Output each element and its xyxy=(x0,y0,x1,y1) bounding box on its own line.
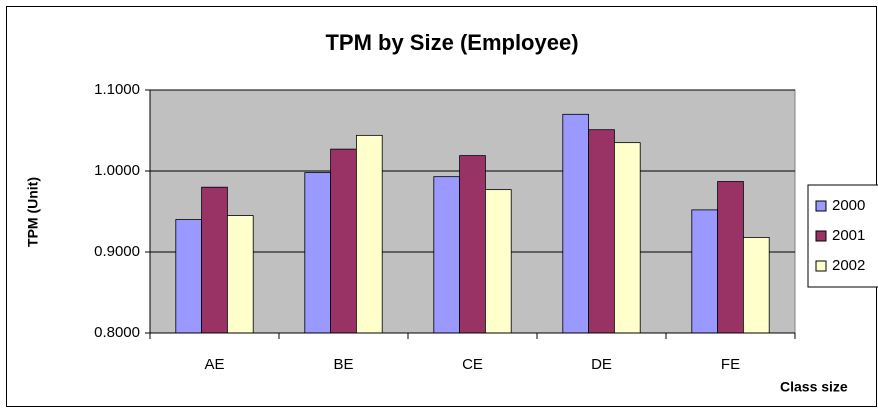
x-tick-label: BE xyxy=(333,356,353,373)
x-tick-label: DE xyxy=(591,356,612,373)
bar xyxy=(433,176,460,334)
bar xyxy=(330,148,357,334)
bar xyxy=(459,155,486,334)
bar xyxy=(304,172,331,334)
bar xyxy=(355,134,383,334)
y-tick-label: 1.0000 xyxy=(94,162,140,179)
legend-label: 2000 xyxy=(832,197,865,214)
y-tick-label: 0.8000 xyxy=(94,324,140,341)
bar xyxy=(175,219,203,334)
y-tick-label: 1.1000 xyxy=(94,81,140,98)
bar xyxy=(484,189,512,334)
bar xyxy=(588,129,615,334)
legend-swatch xyxy=(815,200,827,212)
bar xyxy=(743,237,770,334)
bar xyxy=(691,209,718,334)
x-tick-label: AE xyxy=(204,356,224,373)
bar xyxy=(614,142,641,334)
legend-swatch xyxy=(815,230,827,242)
chart-title: TPM by Size (Employee) xyxy=(325,30,578,55)
x-tick-label: FE xyxy=(721,356,740,373)
legend-label: 2001 xyxy=(832,227,865,244)
x-axis-label: Class size xyxy=(780,379,848,395)
y-axis-label: TPM (Unit) xyxy=(25,177,41,247)
legend-label: 2002 xyxy=(832,257,865,274)
y-tick-label: 0.9000 xyxy=(94,243,140,260)
bar xyxy=(226,215,254,334)
bar xyxy=(562,113,589,334)
x-tick-label: CE xyxy=(462,356,483,373)
bar xyxy=(201,186,228,334)
bar xyxy=(717,181,744,334)
legend-swatch xyxy=(815,260,827,272)
